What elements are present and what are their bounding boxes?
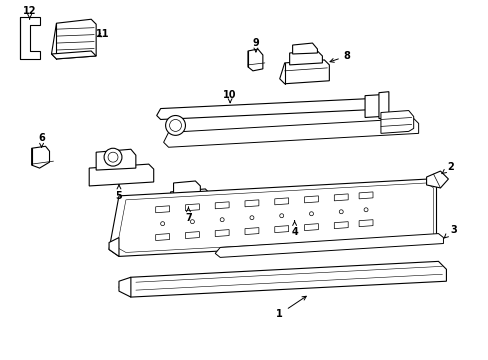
Polygon shape <box>89 164 153 186</box>
Text: 8: 8 <box>329 51 350 62</box>
Circle shape <box>249 216 253 220</box>
Polygon shape <box>170 189 210 209</box>
Text: 11: 11 <box>96 29 110 39</box>
Polygon shape <box>109 238 119 256</box>
Polygon shape <box>51 51 96 59</box>
Polygon shape <box>279 60 328 84</box>
Polygon shape <box>185 231 199 239</box>
Polygon shape <box>163 118 418 147</box>
Polygon shape <box>96 149 136 170</box>
Circle shape <box>220 218 224 222</box>
Circle shape <box>161 222 164 226</box>
Polygon shape <box>119 277 131 297</box>
Circle shape <box>169 120 181 131</box>
Polygon shape <box>304 224 318 231</box>
Polygon shape <box>32 146 49 168</box>
Polygon shape <box>215 202 229 209</box>
Polygon shape <box>289 51 322 65</box>
Text: 10: 10 <box>223 90 236 103</box>
Polygon shape <box>109 179 436 256</box>
Circle shape <box>339 210 343 214</box>
Polygon shape <box>426 171 447 188</box>
Polygon shape <box>215 230 229 237</box>
Polygon shape <box>274 198 288 205</box>
Polygon shape <box>247 49 263 71</box>
Polygon shape <box>173 181 200 195</box>
Text: 12: 12 <box>23 6 36 19</box>
Polygon shape <box>244 228 258 235</box>
Text: 4: 4 <box>291 221 297 237</box>
Polygon shape <box>292 43 317 54</box>
Polygon shape <box>334 222 347 229</box>
Polygon shape <box>215 234 443 257</box>
Text: 7: 7 <box>184 207 191 223</box>
Circle shape <box>279 214 283 218</box>
Polygon shape <box>156 99 372 120</box>
Text: 5: 5 <box>115 185 122 201</box>
Polygon shape <box>155 206 169 213</box>
Circle shape <box>104 148 122 166</box>
Circle shape <box>364 208 367 212</box>
Circle shape <box>165 116 185 135</box>
Polygon shape <box>155 234 169 240</box>
Polygon shape <box>358 220 372 227</box>
Polygon shape <box>51 19 96 59</box>
Polygon shape <box>185 204 199 211</box>
Polygon shape <box>119 261 446 297</box>
Circle shape <box>190 220 194 224</box>
Polygon shape <box>380 111 413 133</box>
Polygon shape <box>334 194 347 201</box>
Polygon shape <box>117 183 433 252</box>
Polygon shape <box>304 196 318 203</box>
Polygon shape <box>244 200 258 207</box>
Polygon shape <box>365 95 385 117</box>
Text: 1: 1 <box>276 296 305 319</box>
Text: 2: 2 <box>441 162 453 174</box>
Text: 3: 3 <box>444 225 456 238</box>
Polygon shape <box>378 92 388 118</box>
Circle shape <box>108 152 118 162</box>
Circle shape <box>309 212 313 216</box>
Polygon shape <box>358 192 372 199</box>
Text: 9: 9 <box>252 38 259 52</box>
Polygon shape <box>274 226 288 233</box>
Polygon shape <box>20 17 40 59</box>
Text: 6: 6 <box>38 133 45 147</box>
